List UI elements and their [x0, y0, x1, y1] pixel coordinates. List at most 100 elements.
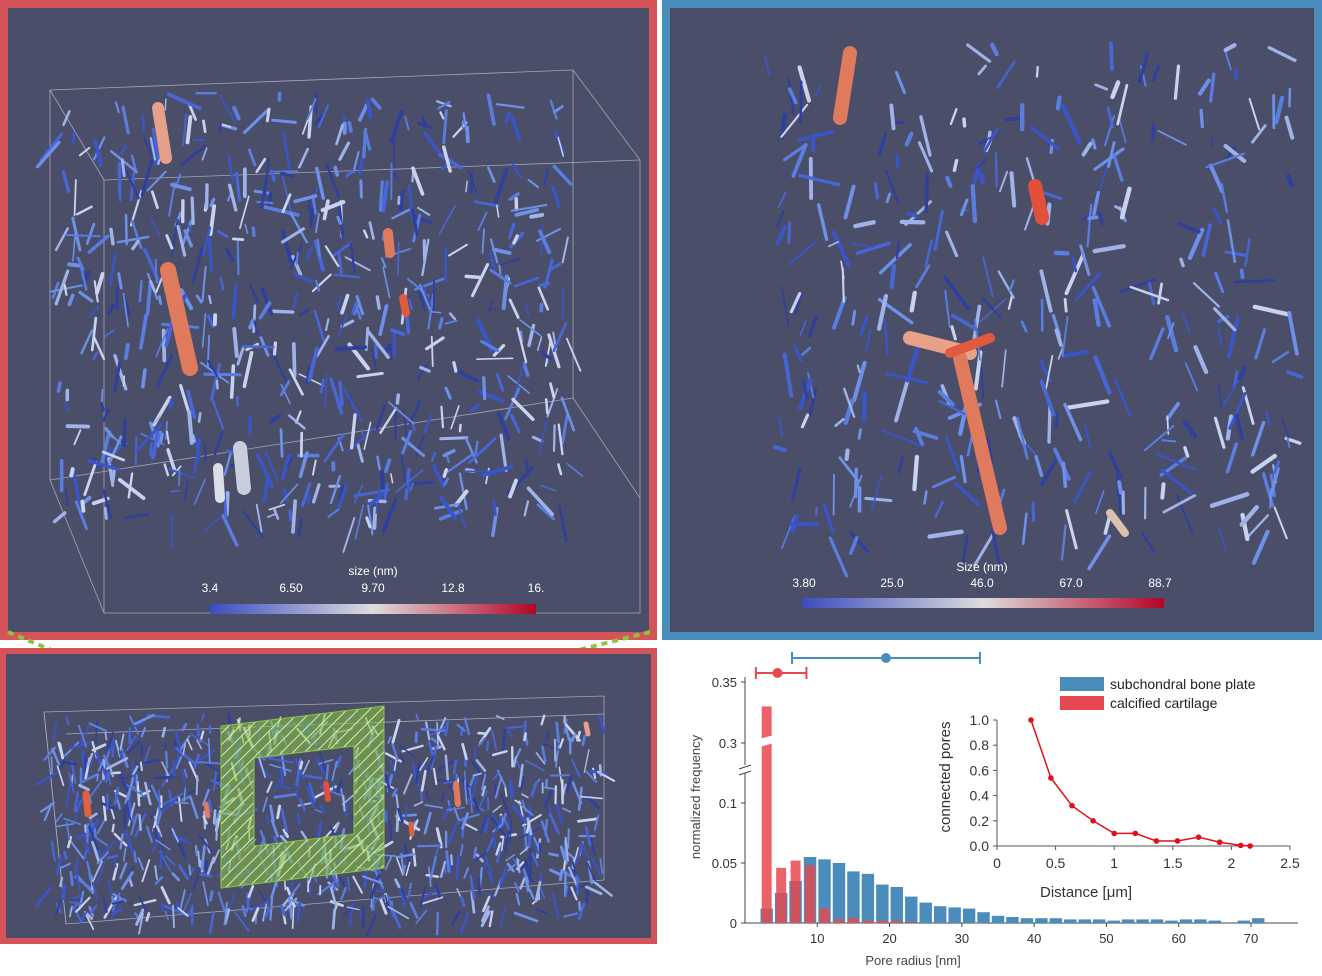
pore-segment [1270, 489, 1271, 508]
pore-segment [243, 906, 246, 915]
pore-segment [216, 819, 217, 840]
pore-segment [337, 296, 340, 309]
pore-segment [181, 386, 189, 412]
pore-segments [765, 43, 1301, 575]
bar-cartilage [863, 921, 873, 923]
pore-segment [360, 159, 363, 174]
pore-segment [1159, 284, 1162, 303]
pore-segment [466, 276, 480, 277]
legend-swatch-cartilage [1060, 696, 1104, 710]
pore-segment [202, 847, 204, 869]
pore-segment [211, 892, 212, 900]
pore-segment [147, 827, 152, 842]
pore-segment [118, 237, 149, 242]
pore-segment [281, 430, 282, 457]
pore-segment [249, 886, 253, 896]
pore-segment [203, 314, 206, 347]
pore-segment [189, 412, 192, 443]
pore-segment [547, 731, 549, 738]
pore-segment [515, 278, 538, 286]
inset-point [1090, 818, 1096, 824]
pore-segment [179, 866, 187, 879]
pore-network-3d-view-left[interactable]: size (nm) 3.4 6.50 9.70 12.8 16. [0, 0, 657, 640]
pore-network-render [670, 8, 1314, 632]
pore-segment [1215, 309, 1235, 330]
pore-segment [996, 153, 997, 187]
pore-segment [1033, 503, 1034, 521]
pore-segment [65, 285, 67, 295]
pore-segment [1211, 166, 1222, 191]
pore-segment-large [218, 468, 220, 498]
pore-segment [1153, 67, 1159, 81]
pore-segment [1010, 281, 1013, 291]
error-bar-center [881, 653, 891, 663]
pore-segment [1049, 405, 1050, 442]
pore-segment [152, 192, 157, 208]
pore-segment [578, 819, 597, 821]
pore-segment [214, 811, 215, 823]
pore-segment [197, 296, 201, 302]
inset-point [1132, 831, 1138, 837]
pore-segment [461, 845, 463, 855]
pore-segment [1063, 106, 1079, 142]
pore-segment [354, 152, 359, 172]
colorbar-tick: 6.50 [279, 581, 302, 595]
pore-segment [361, 181, 362, 197]
pore-segment [116, 102, 119, 112]
bar-cartilage [848, 918, 858, 923]
pore-segment-large [403, 298, 406, 313]
pore-segment [240, 196, 249, 228]
pore-segment [209, 316, 214, 326]
histogram-x-tick-label: 50 [1099, 931, 1113, 946]
pore-segment [1100, 213, 1102, 223]
pore-segment [133, 241, 138, 248]
inset-x-tick-label: 2 [1228, 855, 1236, 871]
pore-segment [896, 72, 904, 92]
pore-network-3d-view-right[interactable]: Size (nm) 3.80 25.0 46.0 67.0 88.7 [662, 0, 1322, 640]
pore-segment [512, 117, 519, 139]
pore-segment [502, 837, 504, 851]
inset-line [1031, 720, 1250, 846]
pore-segment [295, 274, 312, 282]
histogram-x-tick-label: 20 [882, 931, 896, 946]
pore-segment [92, 906, 97, 912]
pore-segment [493, 806, 501, 812]
pore-segment [465, 718, 469, 734]
pore-segment [461, 913, 468, 933]
pore-segment [81, 331, 91, 354]
pore-segment [1256, 330, 1265, 358]
pore-segment [416, 763, 419, 784]
pore-segment [425, 813, 430, 833]
pore-segment [545, 791, 552, 807]
pore-segment [801, 82, 802, 122]
pore-segment [82, 502, 83, 511]
pore-segment [474, 774, 482, 776]
pore-segment [70, 840, 83, 858]
pore-segment [545, 788, 556, 789]
pore-segment [444, 782, 452, 784]
pore-segment [355, 505, 363, 539]
bar-bone [1194, 919, 1206, 923]
pore-segment [1064, 352, 1088, 356]
pore-segment [1009, 296, 1012, 309]
pore-segment [60, 744, 63, 758]
pore-segment [278, 806, 280, 818]
pore-segment [600, 859, 602, 874]
pore-segment [1088, 205, 1092, 246]
pore-segment [414, 849, 416, 865]
pore-segment [545, 169, 548, 185]
pore-segment [864, 394, 865, 421]
pore-segment [63, 172, 68, 191]
pore-segment [510, 224, 514, 237]
pore-segment [477, 358, 513, 359]
pore-segment [1095, 246, 1124, 251]
pore-segment [66, 235, 100, 236]
pore-segment [542, 716, 545, 725]
pore-segment [511, 415, 519, 432]
pore-segment [517, 894, 520, 905]
pore-segment [74, 430, 80, 444]
pore-segment [270, 505, 285, 510]
pore-network-overview[interactable] [0, 648, 657, 944]
pore-segment [298, 904, 300, 921]
pore-segment [420, 758, 428, 770]
